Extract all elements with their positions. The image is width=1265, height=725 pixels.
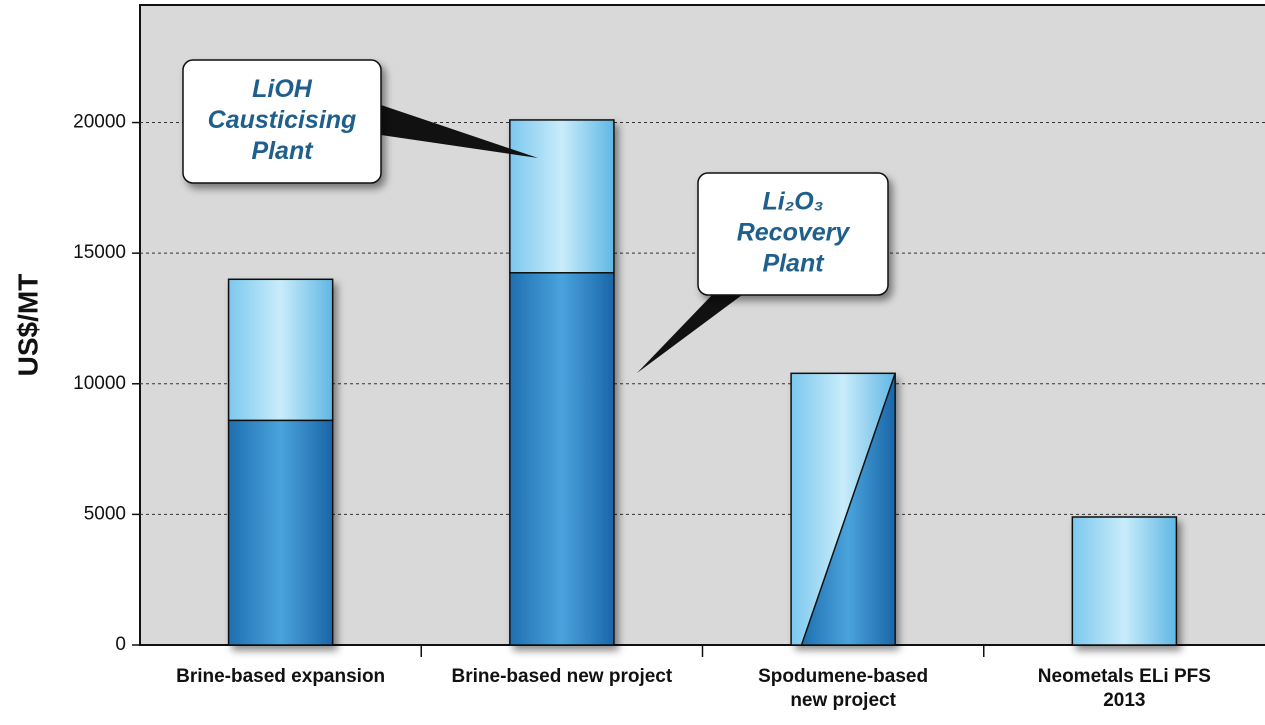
annotation-text: Plant: [251, 137, 314, 165]
x-tick-label-line: new project: [790, 690, 896, 711]
annotation-text: Recovery: [737, 219, 851, 247]
annotation-text: Plant: [762, 250, 825, 278]
bar-segment: [509, 272, 615, 646]
bar-group: [509, 119, 615, 646]
y-tick-label: 20000: [73, 112, 126, 133]
bar-diagonal-line: [800, 373, 896, 646]
bar-segment: [227, 419, 334, 646]
bar-segment: [227, 278, 334, 422]
annotation-text: LiOH: [252, 75, 313, 103]
bar-segment: [509, 119, 615, 274]
bar-segment: [1071, 516, 1178, 646]
y-tick-label: 5000: [84, 503, 126, 524]
x-tick-label: Brine-based expansion: [176, 666, 385, 687]
bar-group: [791, 373, 896, 645]
annotation-text: Causticising: [208, 106, 357, 134]
x-tick-label-line: Spodumene-based: [758, 666, 928, 687]
bar-group: [1071, 516, 1178, 646]
x-tick-label: Neometals ELi PFS 2013: [1038, 666, 1211, 711]
x-tick-label-line: Brine-based expansion: [176, 666, 385, 687]
x-tick-label: Brine-based new project: [452, 666, 673, 687]
bar-group: [227, 278, 334, 646]
bar-outline: [790, 372, 896, 646]
x-tick-label-line: Brine-based new project: [452, 666, 673, 687]
bar-diagonal-light: [791, 373, 896, 645]
callout-pointer: [637, 295, 742, 373]
y-tick-label: 10000: [73, 373, 126, 394]
y-tick-label: 15000: [73, 242, 126, 263]
callout-pointer: [381, 105, 538, 158]
annotation-text: Li₂O₃: [763, 188, 824, 216]
callout-box: [182, 59, 382, 184]
x-tick-label: Spodumene-based new project: [758, 666, 928, 711]
callout-box: [697, 172, 889, 296]
x-tick-label-line: Neometals ELi PFS: [1038, 666, 1211, 687]
y-axis-label: US$/MT: [12, 274, 43, 377]
x-tick-label-line: 2013: [1103, 690, 1145, 711]
y-tick-label: 0: [115, 634, 126, 655]
